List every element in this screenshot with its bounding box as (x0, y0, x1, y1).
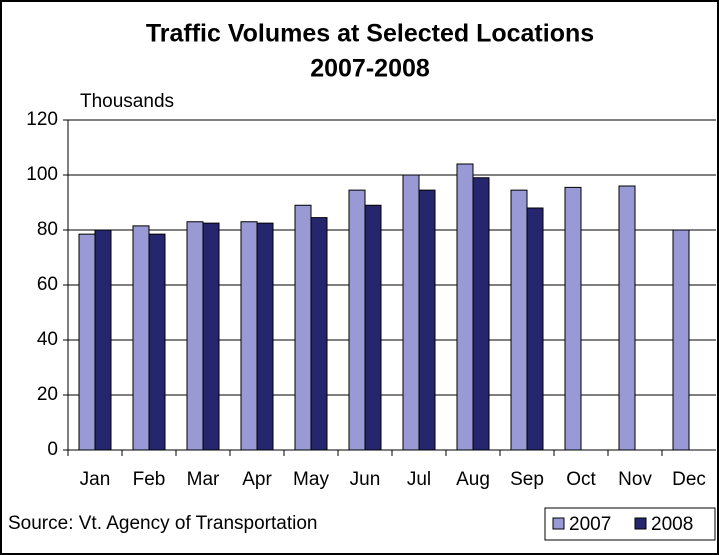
y-axis-label: Thousands (80, 91, 174, 112)
chart-subtitle: 2007-2008 (310, 55, 430, 83)
bar (256, 222, 274, 451)
bar (402, 174, 420, 451)
legend-label: 2008 (651, 514, 693, 535)
y-tick-label: 80 (37, 219, 58, 240)
legend-swatch (552, 517, 565, 530)
bar (240, 221, 258, 451)
x-tick-label: Feb (133, 469, 166, 490)
bar (456, 163, 474, 451)
y-tick-label: 40 (37, 329, 58, 350)
legend-label: 2007 (569, 514, 611, 535)
bar (132, 225, 150, 451)
x-tick-label: Jul (407, 469, 431, 490)
bar (186, 221, 204, 451)
bar (526, 207, 544, 451)
x-tick-label: Apr (242, 469, 272, 490)
x-tick-label: Dec (672, 469, 706, 490)
bar (564, 186, 582, 451)
x-tick-label: Nov (618, 469, 652, 490)
bar (418, 189, 436, 451)
bar (310, 217, 328, 451)
source-note: Source: Vt. Agency of Transportation (8, 513, 317, 534)
legend-box (544, 507, 716, 541)
legend-swatch (634, 517, 647, 530)
y-tick-label: 100 (26, 164, 58, 185)
y-tick-label: 0 (47, 439, 58, 460)
x-tick-label: Mar (187, 469, 220, 490)
y-tick-label: 20 (37, 384, 58, 405)
bar (510, 189, 528, 451)
bar (348, 189, 366, 451)
x-tick-label: Sep (510, 469, 544, 490)
x-tick-label: Aug (456, 469, 490, 490)
bar (364, 204, 382, 451)
x-tick-label: Jun (350, 469, 381, 490)
bar (94, 229, 112, 451)
bar (78, 233, 96, 451)
bar (472, 177, 490, 451)
y-tick-label: 120 (26, 109, 58, 130)
bar (294, 204, 312, 451)
bar (148, 233, 166, 451)
y-tick-label: 60 (37, 274, 58, 295)
chart-title: Traffic Volumes at Selected Locations (146, 20, 594, 48)
x-tick-label: Oct (566, 469, 596, 490)
bar (202, 222, 220, 451)
bar (618, 185, 636, 451)
x-tick-label: Jan (80, 469, 111, 490)
x-tick-label: May (293, 469, 329, 490)
bar (672, 229, 690, 451)
